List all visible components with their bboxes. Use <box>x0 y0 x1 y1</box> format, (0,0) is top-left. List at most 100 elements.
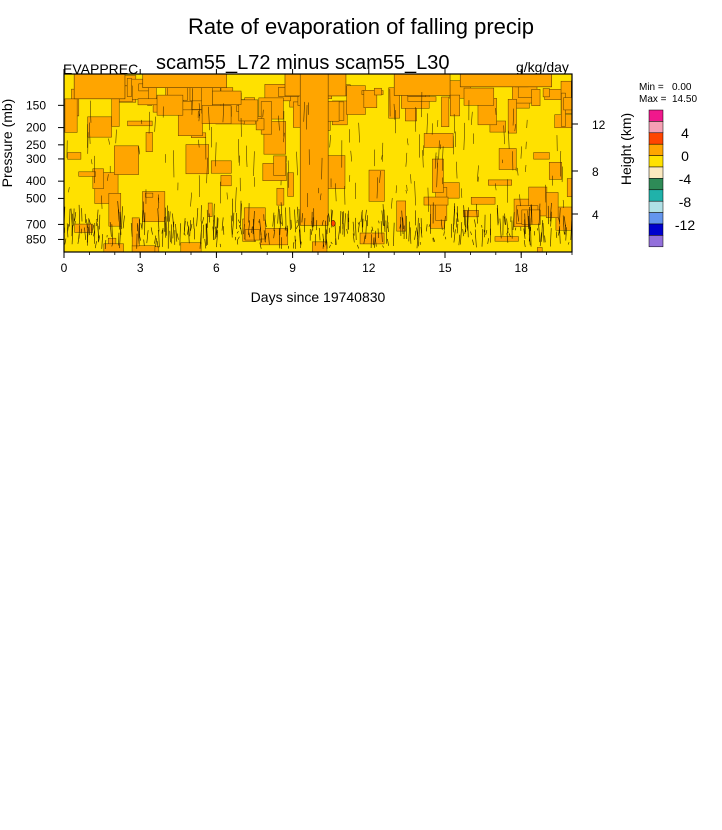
contour-line <box>453 206 455 227</box>
x-tick-label: 9 <box>289 261 296 275</box>
contour-patch <box>374 87 382 96</box>
contour-line <box>427 187 429 212</box>
contour-line <box>88 218 90 236</box>
contour-line <box>472 239 474 246</box>
contour-line <box>474 219 476 228</box>
contour-line <box>352 233 355 243</box>
contour-line <box>550 211 552 227</box>
contour-line <box>179 223 181 246</box>
legend-swatch <box>648 212 664 225</box>
contour-line <box>422 145 425 156</box>
contour-line <box>358 122 360 143</box>
contour-line <box>422 150 424 168</box>
contour-line <box>77 234 80 244</box>
contour-line <box>213 215 216 230</box>
x-tick-label: 18 <box>515 261 529 275</box>
contour-line <box>259 219 262 236</box>
contour-line <box>172 221 175 239</box>
contour-line <box>107 174 109 181</box>
x-tick-label: 12 <box>362 261 376 275</box>
contour-line <box>306 105 308 130</box>
contour-patch <box>220 175 232 187</box>
contour-line <box>111 224 113 244</box>
contour-line <box>334 222 337 245</box>
contour-line <box>236 239 239 245</box>
contour-patch <box>185 144 209 175</box>
contour-patch <box>507 98 517 134</box>
stats-box: Min = 0.00 Max = 14.50 <box>639 82 697 106</box>
contour-line <box>86 223 88 246</box>
contour-line <box>148 111 150 134</box>
contour-line <box>385 220 387 244</box>
min-label: Min = <box>639 82 664 93</box>
contour-line <box>311 229 313 235</box>
legend-swatch <box>648 178 664 191</box>
contour-line <box>300 241 302 248</box>
contour-patch <box>238 99 259 122</box>
contour-line <box>519 194 521 207</box>
contour-patch <box>201 105 232 124</box>
contour-line <box>89 122 91 144</box>
contour-line <box>154 235 157 244</box>
contour-line <box>561 166 563 183</box>
contour-line <box>331 210 333 222</box>
contour-patch <box>210 160 232 174</box>
contour-line <box>143 239 145 246</box>
contour-line <box>253 151 255 176</box>
contour-line <box>504 213 506 225</box>
contour-line <box>278 115 280 131</box>
contour-line <box>346 228 348 234</box>
contour-patch <box>470 197 496 205</box>
y2-tick-label: 4 <box>592 208 599 222</box>
contour-line <box>408 221 411 242</box>
contour-line <box>71 225 74 245</box>
contour-line <box>238 219 240 224</box>
contour-line <box>157 197 160 203</box>
contour-line <box>296 206 299 226</box>
y-tick-label: 700 <box>26 217 46 231</box>
contour-patch <box>255 118 265 131</box>
chart-title: Rate of evaporation of falling precip <box>187 14 535 39</box>
contour-line <box>204 238 207 249</box>
contour-line <box>74 212 77 222</box>
contour-line <box>101 195 103 209</box>
contour-line <box>364 209 367 222</box>
contour-line <box>463 122 466 150</box>
contour-patch <box>74 223 93 233</box>
contour-patch <box>126 78 132 97</box>
contour-line <box>237 236 240 240</box>
contour-line <box>463 205 466 225</box>
y2-axis-label: Height (km) <box>618 113 634 185</box>
y-tick-label: 850 <box>26 232 46 246</box>
contour-line <box>137 146 140 153</box>
contour-line <box>409 227 412 244</box>
contour-line <box>452 227 455 233</box>
case-label: scam55_L72 minus scam55_L30 <box>156 52 450 74</box>
contour-patch <box>92 168 104 189</box>
y-tick-label: 250 <box>26 138 46 152</box>
contour-patch <box>312 241 328 252</box>
contour-line <box>399 224 401 229</box>
contour-line <box>530 204 533 223</box>
contour-line <box>499 218 502 239</box>
contour-patch <box>489 120 506 133</box>
contour-line <box>371 226 374 232</box>
contour-patch <box>393 74 451 96</box>
contour-line <box>512 108 514 126</box>
legend-label: -4 <box>679 171 692 187</box>
contour-line <box>481 228 484 247</box>
contour-line <box>330 241 333 245</box>
contour-patch <box>494 236 519 242</box>
contour-line <box>475 203 478 224</box>
legend-swatch <box>648 166 664 179</box>
legend-label: -8 <box>679 194 692 210</box>
contour-line <box>294 235 296 249</box>
contour-line <box>565 227 567 241</box>
contour-line <box>93 230 95 237</box>
contour-line <box>296 225 298 229</box>
contour-line <box>141 210 144 230</box>
contour-line <box>558 217 560 223</box>
contour-line <box>138 147 140 155</box>
contour-patch <box>545 192 559 218</box>
contour-line <box>172 213 174 228</box>
